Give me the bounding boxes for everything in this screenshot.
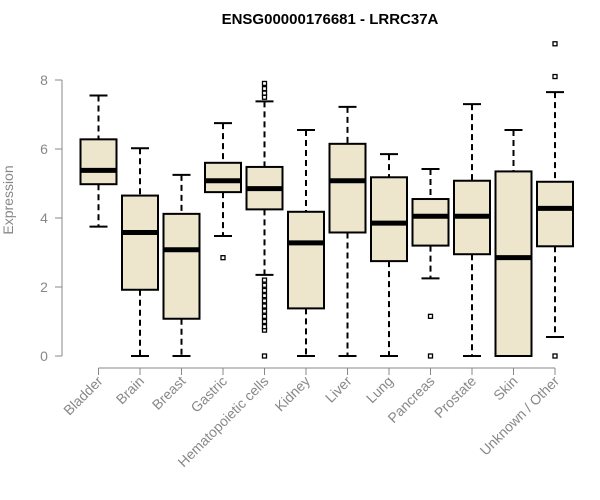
box-iqr bbox=[411, 198, 450, 247]
box-unknown-other bbox=[536, 41, 574, 359]
box-breast bbox=[162, 173, 201, 357]
y-axis-label: Expression bbox=[0, 165, 16, 234]
box-iqr bbox=[370, 176, 408, 263]
x-tick-label: Prostate bbox=[431, 373, 479, 421]
box-iqr bbox=[121, 194, 159, 291]
outlier-point bbox=[261, 318, 268, 325]
x-tick-label: Bladder bbox=[60, 373, 106, 419]
outlier-point bbox=[261, 303, 268, 309]
outlier-point bbox=[220, 255, 226, 261]
outlier-point bbox=[261, 313, 268, 319]
x-tick-label: Skin bbox=[490, 373, 521, 404]
outlier-point bbox=[261, 80, 268, 87]
outlier-point bbox=[261, 287, 268, 294]
box-gastric bbox=[204, 122, 242, 261]
y-tick-label: 0 bbox=[40, 348, 48, 364]
box-bladder bbox=[79, 94, 118, 228]
outlier-point bbox=[261, 292, 268, 299]
box-brain bbox=[121, 147, 159, 357]
x-tick-label: Brain bbox=[113, 373, 147, 407]
box-skin bbox=[494, 129, 533, 357]
y-tick-label: 2 bbox=[40, 279, 48, 295]
outlier-point bbox=[261, 94, 268, 100]
box-iqr bbox=[287, 210, 325, 310]
boxes-layer bbox=[79, 41, 574, 359]
box-pancreas bbox=[411, 168, 450, 359]
box-iqr bbox=[79, 138, 118, 186]
outlier-point bbox=[261, 324, 268, 330]
x-tick-label: Kidney bbox=[272, 373, 314, 415]
box-iqr bbox=[328, 142, 367, 234]
box-iqr bbox=[162, 212, 201, 320]
box-liver bbox=[328, 105, 367, 357]
chart-title: ENSG00000176681 - LRRC37A bbox=[222, 11, 439, 28]
box-hematopoietic-cells bbox=[245, 80, 284, 359]
outlier-point bbox=[261, 277, 268, 283]
x-tick-label: Liver bbox=[322, 373, 355, 406]
axes: 0 2 4 6 8 bbox=[40, 72, 556, 375]
box-iqr bbox=[536, 180, 574, 248]
box-iqr bbox=[494, 170, 533, 357]
x-tick-label: Lung bbox=[363, 373, 396, 406]
box-iqr bbox=[204, 161, 242, 194]
y-tick-label: 6 bbox=[40, 141, 48, 157]
box-prostate bbox=[453, 103, 491, 357]
outlier-point bbox=[261, 90, 268, 96]
y-tick-label: 4 bbox=[40, 210, 48, 226]
outlier-point bbox=[261, 298, 268, 304]
y-tick-label: 8 bbox=[40, 72, 48, 88]
box-kidney bbox=[287, 129, 325, 357]
outlier-point bbox=[552, 41, 558, 47]
outlier-point bbox=[427, 353, 434, 359]
outlier-point bbox=[261, 282, 268, 288]
outlier-point bbox=[427, 313, 434, 319]
box-lung bbox=[370, 153, 408, 357]
outlier-point bbox=[552, 73, 558, 80]
outlier-point bbox=[261, 85, 268, 92]
outlier-point bbox=[261, 308, 268, 314]
x-tick-label: Breast bbox=[149, 373, 189, 413]
outlier-point bbox=[552, 353, 558, 359]
x-tick-label: Unknown / Other bbox=[477, 373, 563, 459]
outlier-point bbox=[261, 353, 268, 359]
